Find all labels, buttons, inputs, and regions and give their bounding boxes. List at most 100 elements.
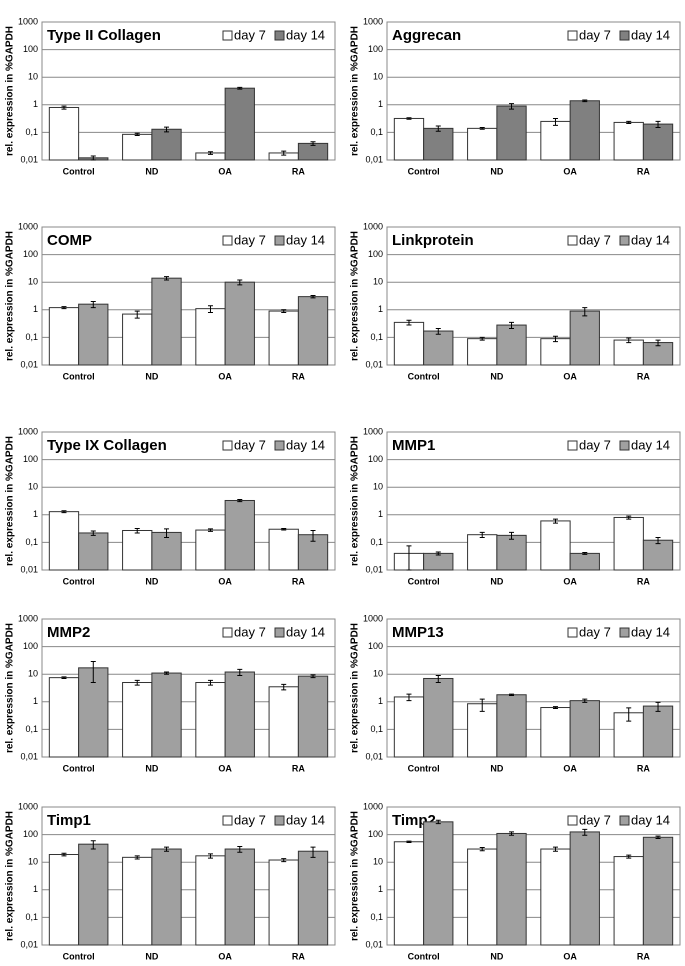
bar [496,534,527,571]
error-bar [281,309,287,313]
bar [224,671,255,758]
x-tick-label: Control [408,951,440,961]
error-bar [509,531,515,540]
bar [393,117,425,161]
x-tick-label: ND [490,951,503,961]
chart-title: MMP1 [392,437,435,454]
error-bar [552,335,558,343]
legend-label: day 14 [631,232,670,247]
bar [540,848,571,946]
x-tick-label: OA [218,576,232,586]
y-tick-label: 1000 [18,801,38,811]
y-tick-label: 1000 [18,16,38,26]
error-bar [310,294,316,299]
x-tick-label: ND [490,166,503,176]
y-tick-label: 0,1 [370,537,383,547]
x-tick-label: Control [408,166,440,176]
bar [642,539,674,571]
error-bar [435,328,441,335]
y-tick-label: 10 [373,482,383,492]
bar [569,100,600,161]
error-bar [61,676,67,679]
y-tick-label: 0,1 [25,537,38,547]
error-bar [626,515,632,520]
y-tick-label: 0,1 [25,724,38,734]
error-bar [626,707,632,722]
y-tick-label: 0,1 [25,332,38,342]
bar [569,831,600,946]
chart-title: Aggrecan [392,27,461,44]
x-tick-label: ND [490,371,503,381]
legend-swatch [567,627,578,638]
legend-label: day 7 [579,27,611,42]
x-tick-label: OA [563,951,577,961]
y-axis-label: rel. expression in %GAPDH [5,436,16,566]
y-tick-label: 0,01 [20,751,38,761]
y-axis-label: rel. expression in %GAPDH [5,623,16,753]
x-tick-label: ND [490,763,503,773]
error-bar [134,310,140,319]
error-bar [134,679,140,686]
y-tick-label: 0,01 [365,564,383,574]
y-tick-label: 1 [33,304,38,314]
bar [268,310,299,366]
error-bar [207,305,213,313]
x-tick-label: OA [563,763,577,773]
bar [613,856,644,946]
error-bar [207,528,213,532]
error-bar [509,103,515,110]
x-tick-label: ND [145,763,158,773]
x-tick-label: OA [563,166,577,176]
legend-label: day 14 [286,437,325,452]
bar [122,529,153,571]
error-bar [552,846,558,852]
bar [122,682,153,758]
error-bar [90,300,96,309]
error-bar [281,858,287,863]
error-bar [237,846,243,853]
bar [268,859,299,946]
error-bar [134,132,140,137]
y-axis-label: rel. expression in %GAPDH [350,623,361,753]
y-tick-label: 100 [23,641,38,651]
error-bar [552,706,558,710]
bar [467,338,498,366]
x-tick-label: RA [637,371,650,381]
legend-label: day 14 [631,812,670,827]
y-axis-label: rel. expression in %GAPDH [5,811,16,941]
bar [297,675,329,758]
y-tick-label: 1 [33,99,38,109]
bar [423,821,454,946]
legend-label: day 7 [579,232,611,247]
bar [467,848,498,946]
x-tick-label: OA [563,576,577,586]
y-tick-label: 0,1 [25,912,38,922]
y-axis-label: rel. expression in %GAPDH [5,231,16,361]
x-tick-label: RA [637,576,650,586]
legend-swatch [274,627,285,638]
legend-swatch [274,235,285,246]
y-tick-label: 0,01 [20,154,38,164]
bar [423,330,454,366]
bar [613,516,644,571]
y-tick-label: 0,01 [365,751,383,761]
y-tick-label: 0,01 [365,939,383,949]
error-bar [655,701,661,712]
error-bar [582,552,588,555]
error-bar [582,698,588,703]
legend-swatch [619,235,630,246]
error-bar [479,847,485,852]
error-bar [237,668,243,676]
error-bar [552,117,558,126]
chart-title: Linkprotein [392,232,474,249]
bar [151,531,182,571]
y-tick-label: 100 [23,454,38,464]
bar [195,529,226,571]
error-bar [61,510,67,514]
y-tick-label: 1 [378,304,383,314]
bar [48,854,80,946]
bar [151,277,182,366]
bar [467,534,498,571]
bar [642,836,674,946]
x-tick-label: ND [145,166,158,176]
